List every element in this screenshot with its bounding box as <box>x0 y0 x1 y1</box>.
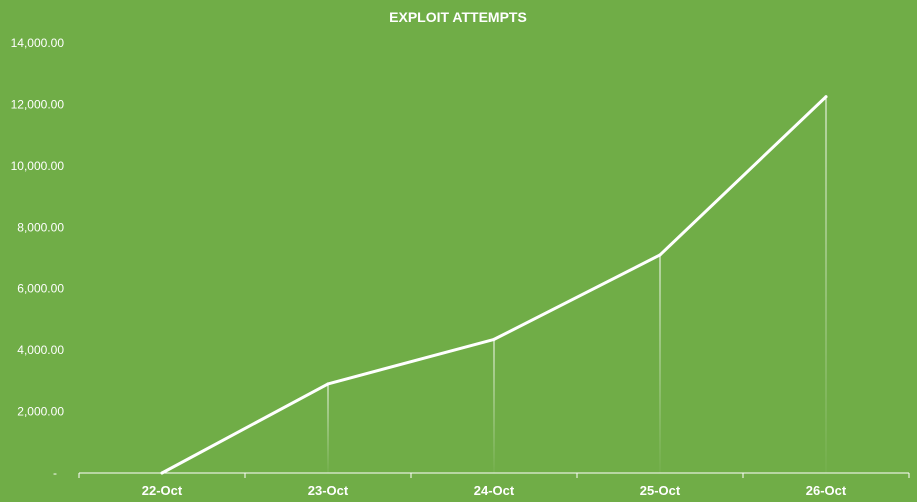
x-tick-label: 23-Oct <box>308 483 349 498</box>
data-point <box>160 471 164 475</box>
y-tick-label: 2,000.00 <box>17 405 64 419</box>
data-point <box>658 253 662 257</box>
y-tick-label: 4,000.00 <box>17 343 64 357</box>
chart-title: EXPLOIT ATTEMPTS <box>389 9 527 25</box>
series-layer <box>160 95 828 475</box>
x-tick-label: 22-Oct <box>142 483 183 498</box>
data-point <box>492 337 496 341</box>
y-tick-label: 14,000.00 <box>11 36 65 50</box>
y-tick-label: 6,000.00 <box>17 282 64 296</box>
data-point <box>326 382 330 386</box>
drop-line <box>493 339 495 473</box>
drop-lines <box>327 96 827 473</box>
x-tick-label: 25-Oct <box>640 483 681 498</box>
drop-line <box>659 254 661 473</box>
y-tick-label: - <box>53 466 57 480</box>
y-tick-label: 8,000.00 <box>17 220 64 234</box>
x-axis: 22-Oct 23-Oct 24-Oct 25-Oct 26-Oct <box>78 472 910 498</box>
drop-line <box>327 383 329 473</box>
x-tick-label: 24-Oct <box>474 483 515 498</box>
y-tick-label: 10,000.00 <box>11 159 65 173</box>
y-axis: - 2,000.00 4,000.00 6,000.00 8,000.00 10,000.… <box>11 36 65 480</box>
data-point <box>824 95 828 99</box>
x-tick-label: 26-Oct <box>806 483 847 498</box>
drop-line <box>825 96 827 473</box>
y-tick-label: 12,000.00 <box>11 97 65 111</box>
